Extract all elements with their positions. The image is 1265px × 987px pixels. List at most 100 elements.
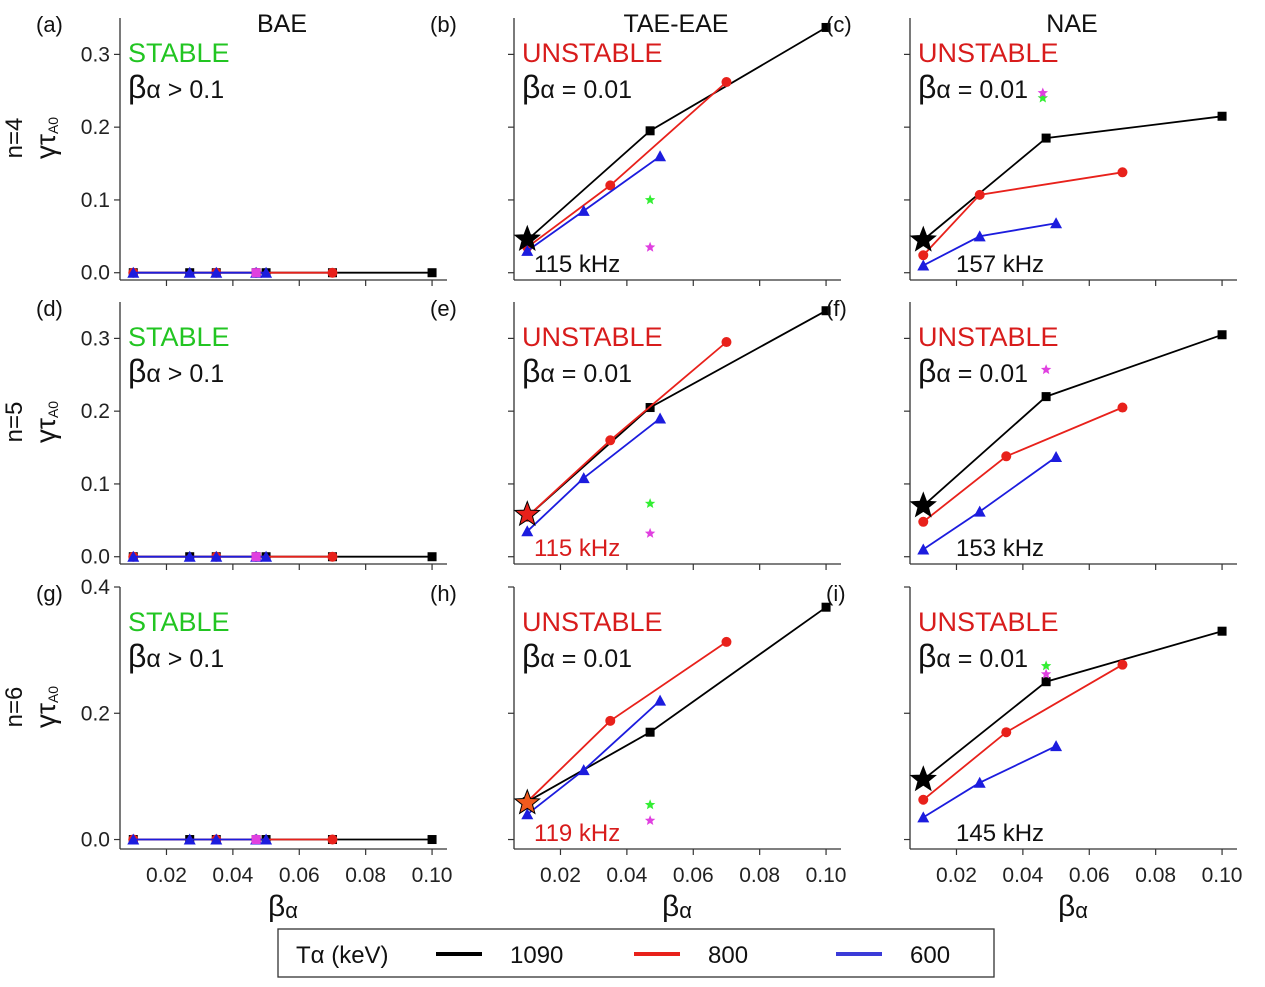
x-tick-label: 0.04 — [606, 864, 647, 887]
series-600-point — [654, 412, 667, 424]
x-tick-label: 0.08 — [345, 864, 386, 887]
series-800-point — [918, 516, 929, 527]
y-axis-label: γτA0 — [30, 117, 61, 159]
series-1090-point — [427, 268, 437, 278]
series-1090-point — [1041, 677, 1051, 687]
series-600-point — [1050, 217, 1063, 229]
star-marker — [644, 498, 656, 508]
star-marker — [644, 527, 656, 538]
legend-title: Tα (keV) — [296, 942, 389, 969]
column-title: TAE-EAE — [623, 10, 728, 38]
series-600-point — [654, 150, 667, 162]
series-800-point — [721, 636, 732, 647]
panel-g: 0.0 0.2 0.4 0.02 0.04 0.06 0.08 0.10 (g) STABLEβα… — [36, 576, 452, 887]
series-600-point — [260, 266, 273, 278]
series-600-point — [210, 550, 223, 562]
legend-label: 1090 — [510, 942, 563, 969]
series-600-point — [917, 543, 930, 555]
column-title: NAE — [1046, 10, 1097, 38]
series-600-point — [973, 776, 986, 788]
series-1090-point — [1217, 626, 1227, 636]
star-marker — [909, 765, 937, 792]
series-800-point — [721, 337, 732, 348]
beta-annotation: βα > 0.1 — [128, 353, 224, 389]
x-tick-label: 0.06 — [279, 864, 320, 887]
x-axis-label: βα — [662, 890, 692, 923]
square-marker — [251, 552, 261, 562]
x-tick-label: 0.10 — [1202, 864, 1243, 887]
panel-label: (f) — [826, 296, 847, 321]
series-1090-point — [1217, 111, 1227, 121]
series-800-line — [922, 406, 1123, 523]
series-600-point — [577, 764, 590, 776]
series-800-point — [327, 834, 338, 845]
square-marker — [251, 268, 261, 278]
series-600-line — [526, 699, 661, 816]
series-600-point — [183, 550, 196, 562]
y-tick-label: 0.0 — [81, 262, 110, 285]
frequency-label: 115 kHz — [534, 251, 620, 278]
series-1090-point — [821, 22, 831, 32]
series-600-point — [260, 550, 273, 562]
x-tick-label: 0.02 — [936, 864, 977, 887]
panel-label: (h) — [430, 581, 457, 606]
series-800-point — [327, 551, 338, 562]
legend: Tα (keV) 1090 800 600 — [277, 928, 995, 978]
star-marker — [1040, 364, 1052, 375]
series-600-point — [210, 833, 223, 845]
beta-annotation: βα = 0.01 — [522, 69, 632, 105]
status-text: STABLE — [128, 607, 230, 637]
star-marker — [1037, 92, 1048, 103]
series-600-point — [183, 266, 196, 278]
x-tick-label: 0.02 — [540, 864, 581, 887]
beta-annotation: βα = 0.01 — [522, 353, 632, 389]
y-tick-label: 0.3 — [81, 327, 110, 350]
status-text: UNSTABLE — [918, 322, 1059, 352]
series-600-point — [521, 808, 534, 820]
series-1090-line — [922, 115, 1223, 241]
series-800-line — [922, 663, 1123, 801]
series-600-point — [973, 505, 986, 517]
series-1090-point — [1217, 330, 1227, 340]
frequency-label: 157 kHz — [956, 251, 1044, 278]
x-tick-label: 0.06 — [673, 864, 714, 887]
series-600-point — [260, 833, 273, 845]
beta-annotation: βα = 0.01 — [918, 638, 1028, 674]
series-800-line — [922, 171, 1123, 256]
x-tick-label: 0.04 — [212, 864, 253, 887]
panel-label: (i) — [826, 581, 846, 606]
series-800-point — [1117, 402, 1128, 413]
panel-label: (d) — [36, 296, 63, 321]
series-600-point — [577, 204, 590, 216]
x-tick-label: 0.08 — [739, 864, 780, 887]
beta-annotation: βα > 0.1 — [128, 638, 224, 674]
status-text: UNSTABLE — [522, 322, 663, 352]
star-marker — [644, 815, 656, 825]
y-tick-label: 0.1 — [81, 189, 110, 212]
star-marker — [644, 799, 656, 810]
status-text: UNSTABLE — [522, 607, 663, 637]
series-600-point — [127, 833, 140, 845]
star-marker — [513, 500, 541, 527]
series-800-point — [1117, 659, 1128, 670]
series-600-point — [183, 833, 196, 845]
series-1090-point — [821, 306, 831, 316]
beta-annotation: βα = 0.01 — [522, 638, 632, 674]
star-marker — [909, 225, 937, 252]
y-axis-label: γτA0 — [30, 401, 61, 443]
series-600-point — [917, 811, 930, 823]
series-1090-point — [645, 727, 655, 737]
status-text: STABLE — [128, 322, 230, 352]
x-axis-label: βα — [1058, 890, 1088, 923]
star-marker — [513, 788, 541, 815]
status-text: UNSTABLE — [918, 38, 1059, 68]
series-800-point — [1117, 167, 1128, 178]
x-tick-label: 0.04 — [1002, 864, 1043, 887]
y-tick-label: 0.0 — [81, 546, 110, 569]
status-text: UNSTABLE — [522, 38, 663, 68]
series-1090-point — [645, 126, 655, 136]
beta-annotation: βα = 0.01 — [918, 353, 1028, 389]
legend-label: 600 — [910, 942, 950, 969]
